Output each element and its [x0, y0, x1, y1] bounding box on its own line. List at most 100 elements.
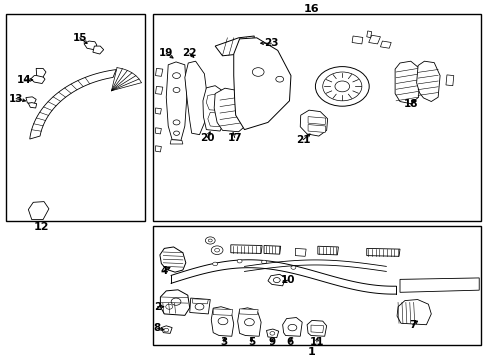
Polygon shape	[206, 94, 222, 111]
Polygon shape	[282, 318, 302, 336]
Polygon shape	[368, 35, 380, 44]
Polygon shape	[28, 202, 49, 220]
Polygon shape	[307, 125, 325, 132]
Text: 14: 14	[17, 75, 32, 85]
Text: 3: 3	[220, 337, 227, 347]
Circle shape	[244, 319, 254, 326]
Circle shape	[195, 303, 203, 310]
Polygon shape	[237, 308, 261, 336]
Polygon shape	[230, 245, 262, 253]
Polygon shape	[155, 128, 161, 134]
Circle shape	[165, 304, 172, 309]
Circle shape	[172, 73, 180, 78]
Text: 9: 9	[268, 337, 275, 347]
Polygon shape	[267, 274, 285, 286]
Polygon shape	[380, 41, 390, 48]
Text: 15: 15	[72, 33, 87, 43]
Polygon shape	[30, 69, 116, 139]
Polygon shape	[211, 307, 233, 336]
Polygon shape	[310, 325, 323, 333]
Polygon shape	[28, 103, 37, 108]
Circle shape	[173, 131, 179, 135]
Text: 8: 8	[154, 323, 161, 333]
Text: 18: 18	[403, 99, 417, 109]
Polygon shape	[184, 61, 207, 135]
Circle shape	[208, 239, 212, 242]
Circle shape	[290, 266, 295, 269]
Circle shape	[163, 328, 168, 332]
Circle shape	[315, 67, 368, 106]
Text: 19: 19	[159, 48, 173, 58]
Circle shape	[173, 87, 180, 93]
Polygon shape	[192, 299, 208, 304]
Polygon shape	[366, 31, 371, 38]
Polygon shape	[203, 86, 225, 131]
Circle shape	[212, 262, 217, 266]
Text: 1: 1	[307, 347, 315, 357]
Text: 22: 22	[182, 48, 197, 58]
Polygon shape	[36, 68, 46, 77]
Polygon shape	[239, 309, 258, 315]
Polygon shape	[155, 86, 163, 94]
Circle shape	[269, 332, 274, 335]
Circle shape	[211, 246, 223, 255]
Text: 7: 7	[408, 320, 416, 330]
Polygon shape	[161, 326, 172, 333]
Circle shape	[261, 260, 266, 264]
Text: 13: 13	[9, 94, 23, 104]
Polygon shape	[214, 88, 249, 132]
Polygon shape	[155, 68, 163, 76]
Circle shape	[171, 298, 181, 305]
Polygon shape	[394, 61, 419, 104]
Circle shape	[173, 120, 180, 125]
Polygon shape	[155, 146, 161, 152]
Polygon shape	[160, 247, 185, 272]
Polygon shape	[307, 117, 325, 125]
Text: 5: 5	[247, 337, 254, 347]
Polygon shape	[84, 41, 97, 50]
Polygon shape	[166, 62, 186, 140]
Circle shape	[334, 81, 349, 92]
Circle shape	[287, 324, 296, 331]
Polygon shape	[295, 248, 305, 256]
Polygon shape	[213, 309, 232, 315]
Circle shape	[275, 76, 283, 82]
Circle shape	[205, 237, 215, 244]
Polygon shape	[26, 97, 36, 104]
Polygon shape	[264, 246, 280, 254]
Polygon shape	[170, 140, 183, 144]
Polygon shape	[445, 75, 453, 86]
Bar	[152, 14, 480, 221]
Polygon shape	[207, 112, 221, 127]
Circle shape	[214, 248, 219, 252]
Polygon shape	[351, 36, 362, 44]
Text: 23: 23	[264, 38, 278, 48]
Polygon shape	[416, 61, 439, 102]
Polygon shape	[399, 278, 478, 292]
Text: 17: 17	[227, 132, 242, 143]
Circle shape	[322, 72, 361, 101]
Text: 21: 21	[295, 135, 310, 145]
Circle shape	[273, 278, 280, 283]
Text: 2: 2	[154, 302, 161, 312]
Text: 16: 16	[304, 4, 319, 14]
Polygon shape	[215, 36, 254, 56]
Text: 20: 20	[200, 132, 214, 143]
Polygon shape	[155, 108, 161, 114]
Text: 12: 12	[34, 222, 49, 232]
Text: 11: 11	[309, 337, 324, 347]
Polygon shape	[266, 329, 278, 338]
Polygon shape	[306, 320, 326, 336]
Polygon shape	[93, 46, 103, 54]
Polygon shape	[233, 38, 290, 130]
Polygon shape	[31, 76, 45, 84]
Polygon shape	[160, 290, 189, 315]
Bar	[6, 14, 145, 221]
Polygon shape	[396, 300, 430, 325]
Polygon shape	[366, 248, 399, 256]
Text: 10: 10	[281, 275, 295, 285]
Polygon shape	[300, 110, 327, 136]
Circle shape	[218, 318, 227, 325]
Bar	[152, 226, 480, 345]
Text: 4: 4	[160, 266, 167, 276]
